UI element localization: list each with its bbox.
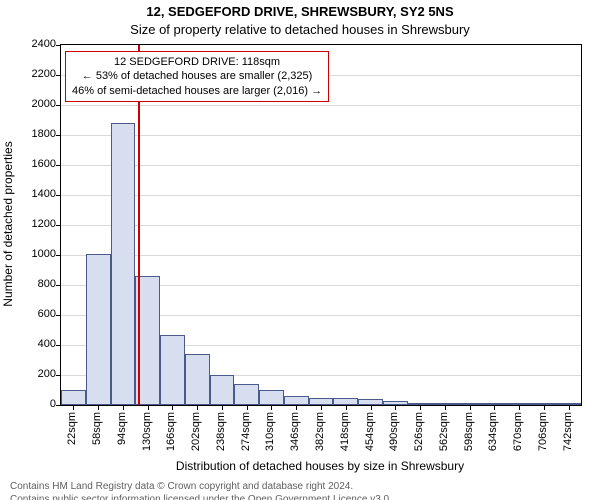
ytick-label: 1400 — [6, 188, 56, 200]
xtick-mark — [222, 405, 223, 410]
xtick-label: 706sqm — [537, 412, 549, 451]
ytick-mark — [56, 135, 61, 136]
xtick-mark — [271, 405, 272, 410]
xtick-mark — [197, 405, 198, 410]
xtick-mark — [98, 405, 99, 410]
ytick-mark — [56, 75, 61, 76]
xtick-mark — [569, 405, 570, 410]
footer-line-1: Contains HM Land Registry data © Crown c… — [10, 481, 590, 494]
attribution-footer: Contains HM Land Registry data © Crown c… — [10, 481, 590, 500]
ytick-label: 600 — [6, 308, 56, 320]
ytick-label: 0 — [6, 398, 56, 410]
histogram-bar — [333, 398, 358, 406]
xtick-label: 22sqm — [66, 412, 78, 445]
xtick-mark — [321, 405, 322, 410]
histogram-bar — [234, 384, 259, 405]
histogram-bar — [210, 375, 235, 405]
xtick-mark — [470, 405, 471, 410]
info-box-line: 12 SEDGEFORD DRIVE: 118sqm — [72, 55, 322, 69]
x-axis-label: Distribution of detached houses by size … — [60, 459, 580, 473]
xtick-label: 346sqm — [289, 412, 301, 451]
ytick-mark — [56, 345, 61, 346]
xtick-label: 94sqm — [116, 412, 128, 445]
ytick-label: 400 — [6, 338, 56, 350]
histogram-bar — [111, 123, 136, 405]
ytick-label: 1200 — [6, 218, 56, 230]
title-address: 12, SEDGEFORD DRIVE, SHREWSBURY, SY2 5NS — [0, 4, 600, 19]
histogram-bar — [284, 396, 309, 405]
xtick-label: 454sqm — [364, 412, 376, 451]
xtick-label: 742sqm — [562, 412, 574, 451]
ytick-mark — [56, 105, 61, 106]
histogram-bar — [259, 390, 284, 405]
histogram-bar — [61, 390, 86, 405]
ytick-mark — [56, 375, 61, 376]
ytick-mark — [56, 315, 61, 316]
ytick-label: 2000 — [6, 98, 56, 110]
ytick-label: 800 — [6, 278, 56, 290]
info-box: 12 SEDGEFORD DRIVE: 118sqm← 53% of detac… — [65, 51, 329, 102]
xtick-label: 202sqm — [190, 412, 202, 451]
footer-line-2: Contains public sector information licen… — [10, 494, 590, 500]
xtick-label: 634sqm — [487, 412, 499, 451]
ytick-label: 1800 — [6, 128, 56, 140]
chart-container: 12, SEDGEFORD DRIVE, SHREWSBURY, SY2 5NS… — [0, 0, 600, 500]
ytick-label: 2400 — [6, 38, 56, 50]
xtick-label: 274sqm — [240, 412, 252, 451]
xtick-mark — [346, 405, 347, 410]
xtick-mark — [445, 405, 446, 410]
xtick-mark — [395, 405, 396, 410]
xtick-label: 490sqm — [388, 412, 400, 451]
histogram-bar — [160, 335, 185, 406]
ytick-mark — [56, 45, 61, 46]
xtick-mark — [519, 405, 520, 410]
ytick-label: 1000 — [6, 248, 56, 260]
ytick-mark — [56, 255, 61, 256]
xtick-mark — [123, 405, 124, 410]
xtick-label: 310sqm — [264, 412, 276, 451]
ytick-mark — [56, 405, 61, 406]
xtick-mark — [494, 405, 495, 410]
xtick-mark — [172, 405, 173, 410]
xtick-mark — [73, 405, 74, 410]
ytick-label: 1600 — [6, 158, 56, 170]
xtick-label: 130sqm — [141, 412, 153, 451]
info-box-line: 46% of semi-detached houses are larger (… — [72, 84, 322, 98]
xtick-label: 562sqm — [438, 412, 450, 451]
xtick-label: 526sqm — [413, 412, 425, 451]
xtick-label: 238sqm — [215, 412, 227, 451]
ytick-label: 2200 — [6, 68, 56, 80]
xtick-mark — [148, 405, 149, 410]
ytick-mark — [56, 285, 61, 286]
plot-area: 12 SEDGEFORD DRIVE: 118sqm← 53% of detac… — [60, 44, 582, 406]
ytick-label: 200 — [6, 368, 56, 380]
histogram-bar — [185, 354, 210, 405]
xtick-label: 382sqm — [314, 412, 326, 451]
xtick-label: 670sqm — [512, 412, 524, 451]
xtick-label: 166sqm — [165, 412, 177, 451]
histogram-bar — [86, 254, 111, 406]
xtick-mark — [247, 405, 248, 410]
title-sub: Size of property relative to detached ho… — [0, 22, 600, 37]
xtick-mark — [544, 405, 545, 410]
xtick-mark — [371, 405, 372, 410]
histogram-bar — [309, 398, 334, 406]
xtick-label: 418sqm — [339, 412, 351, 451]
xtick-label: 58sqm — [91, 412, 103, 445]
xtick-mark — [296, 405, 297, 410]
ytick-mark — [56, 165, 61, 166]
xtick-mark — [420, 405, 421, 410]
xtick-label: 598sqm — [463, 412, 475, 451]
ytick-mark — [56, 195, 61, 196]
info-box-line: ← 53% of detached houses are smaller (2,… — [72, 69, 322, 83]
ytick-mark — [56, 225, 61, 226]
